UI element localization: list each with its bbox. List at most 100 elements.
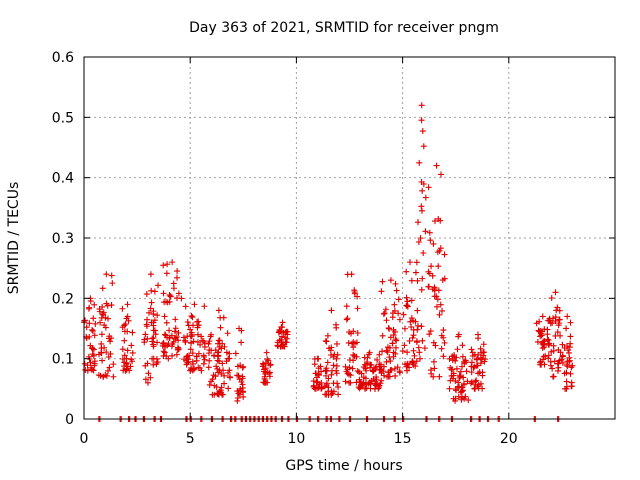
data-point	[160, 262, 167, 269]
data-point	[165, 355, 172, 362]
data-point	[154, 339, 161, 346]
data-point	[378, 370, 385, 377]
data-point	[282, 334, 289, 341]
data-point	[173, 351, 180, 358]
data-point	[262, 359, 269, 366]
data-point	[163, 319, 170, 326]
data-point	[347, 372, 354, 379]
data-point	[333, 370, 340, 377]
data-point	[551, 358, 558, 365]
data-point	[349, 365, 356, 372]
data-point	[380, 310, 387, 317]
data-point	[372, 380, 379, 387]
y-tick-label: 0.5	[52, 110, 74, 126]
data-point	[378, 288, 385, 295]
data-point	[108, 272, 115, 279]
data-point	[90, 346, 97, 353]
data-point	[368, 362, 375, 369]
data-point	[200, 352, 207, 359]
data-point	[219, 340, 226, 347]
data-point	[122, 367, 129, 374]
axis-tick-labels: 0 0.1 0.2 0.3 0.4 0.5 0.6 0 5 10 15 20	[52, 50, 518, 447]
data-point	[180, 356, 187, 363]
data-point	[429, 272, 436, 279]
data-point	[201, 356, 208, 363]
data-point	[324, 332, 331, 339]
data-point	[404, 360, 411, 367]
data-point	[407, 318, 414, 325]
data-point	[161, 331, 168, 338]
data-point	[124, 313, 131, 320]
data-point	[399, 348, 406, 355]
data-point	[539, 345, 546, 352]
data-point	[451, 353, 458, 360]
data-point	[109, 280, 116, 287]
data-point	[160, 290, 167, 297]
data-point	[404, 367, 411, 374]
data-point	[351, 290, 358, 297]
data-point	[351, 353, 358, 360]
data-point	[166, 327, 173, 334]
data-point	[350, 344, 357, 351]
data-point	[99, 357, 106, 364]
data-point	[236, 391, 243, 398]
data-point	[555, 346, 562, 353]
data-point	[354, 367, 361, 374]
data-point	[261, 379, 268, 386]
data-point	[563, 325, 570, 332]
data-point	[98, 331, 105, 338]
data-point	[189, 358, 196, 365]
data-point	[540, 356, 547, 363]
data-point	[148, 287, 155, 294]
data-point	[376, 361, 383, 368]
data-point	[408, 297, 415, 304]
data-point	[105, 367, 112, 374]
data-point	[410, 317, 417, 324]
data-point	[473, 377, 480, 384]
data-point	[110, 361, 117, 368]
data-point	[410, 326, 417, 333]
data-point	[234, 363, 241, 370]
data-point	[439, 307, 446, 314]
data-point	[554, 360, 561, 367]
data-point	[355, 384, 362, 391]
data-point	[89, 351, 96, 358]
data-point	[430, 339, 437, 346]
data-point	[108, 302, 115, 309]
data-point	[205, 364, 212, 371]
data-point	[434, 249, 441, 256]
data-point	[98, 314, 105, 321]
data-point	[346, 364, 353, 371]
y-tick-label: 0	[65, 412, 74, 428]
data-point	[356, 378, 363, 385]
data-point	[312, 385, 319, 392]
data-point	[106, 333, 113, 340]
data-point	[566, 358, 573, 365]
data-point	[141, 339, 148, 346]
data-point	[329, 390, 336, 397]
data-point	[110, 373, 117, 380]
data-point	[546, 340, 553, 347]
data-point	[178, 295, 185, 302]
data-point	[317, 363, 324, 370]
data-point	[129, 349, 136, 356]
data-point	[173, 333, 180, 340]
data-point	[353, 339, 360, 346]
data-point	[219, 360, 226, 367]
data-point	[323, 372, 330, 379]
data-point	[208, 378, 215, 385]
data-point	[100, 373, 107, 380]
data-point	[392, 344, 399, 351]
data-point	[534, 338, 541, 345]
data-point	[146, 309, 153, 316]
data-point	[188, 333, 195, 340]
data-point	[419, 275, 426, 282]
data-point	[121, 352, 128, 359]
data-point	[189, 350, 196, 357]
data-point	[408, 315, 415, 322]
data-point	[416, 159, 423, 166]
data-point	[550, 347, 557, 354]
data-point	[345, 339, 352, 346]
data-point	[188, 339, 195, 346]
data-point	[382, 306, 389, 313]
